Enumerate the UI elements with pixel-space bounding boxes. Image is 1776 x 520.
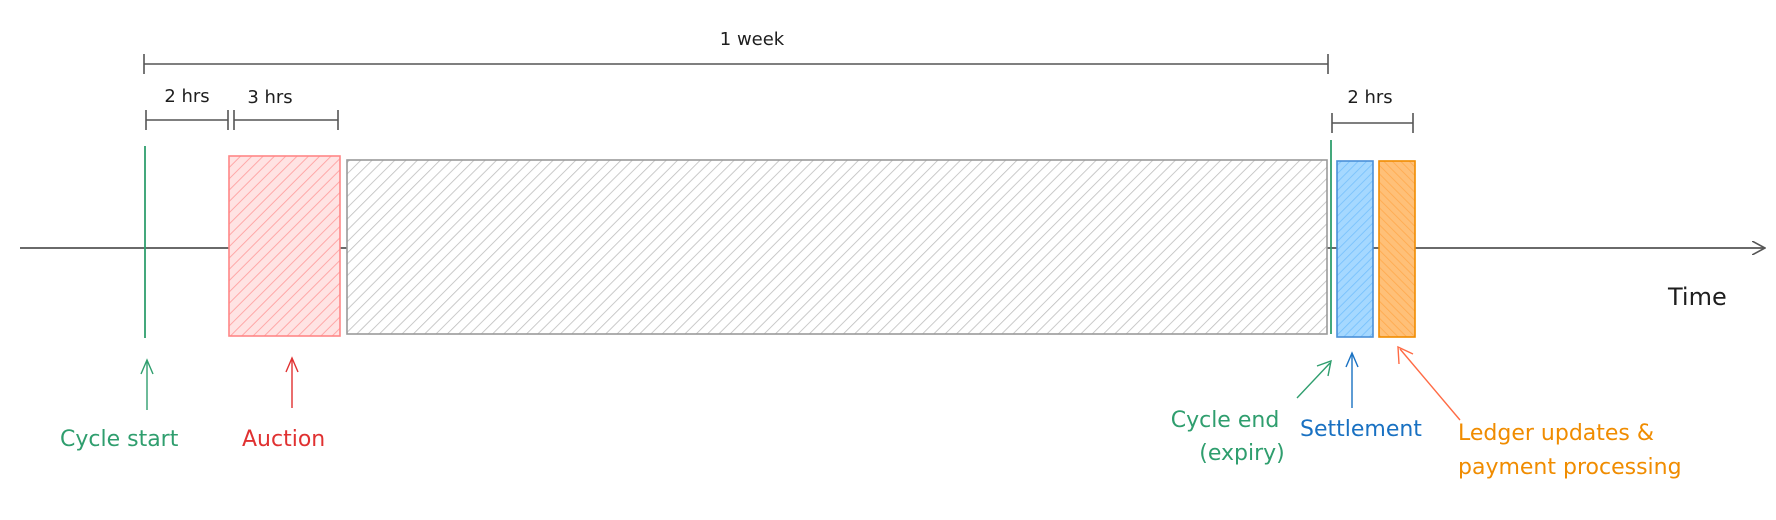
ledger-block (1378, 160, 1416, 338)
settlement-block (1336, 160, 1374, 338)
ledger-arrow (1397, 345, 1461, 421)
post-expiry-bracket (1331, 113, 1414, 133)
pre-auction-bracket (145, 110, 229, 130)
auction-bracket (233, 110, 339, 130)
cycle-start-label: Cycle start (60, 427, 179, 452)
week-bracket (143, 54, 1329, 74)
auction-duration-label: 3 hrs (247, 87, 292, 108)
settlement-arrow (1345, 351, 1359, 408)
post-expiry-duration-label: 2 hrs (1347, 87, 1392, 108)
ledger-label: Ledger updates & (1458, 421, 1654, 446)
ledger-sublabel: payment processing (1458, 455, 1682, 480)
cycle-end-arrow (1296, 359, 1332, 399)
week-duration-label: 1 week (720, 29, 785, 50)
auction-label: Auction (242, 427, 325, 452)
settlement-label: Settlement (1300, 417, 1422, 442)
cycle-period-block (346, 159, 1328, 335)
time-axis-label: Time (1667, 283, 1727, 311)
auction-arrow (285, 356, 299, 408)
auction-block (228, 155, 341, 337)
cycle-end-label: Cycle end (1171, 408, 1280, 433)
cycle-start-arrow (140, 358, 154, 410)
cycle-end-sublabel: (expiry) (1199, 441, 1284, 466)
pre-auction-duration-label: 2 hrs (164, 86, 209, 107)
